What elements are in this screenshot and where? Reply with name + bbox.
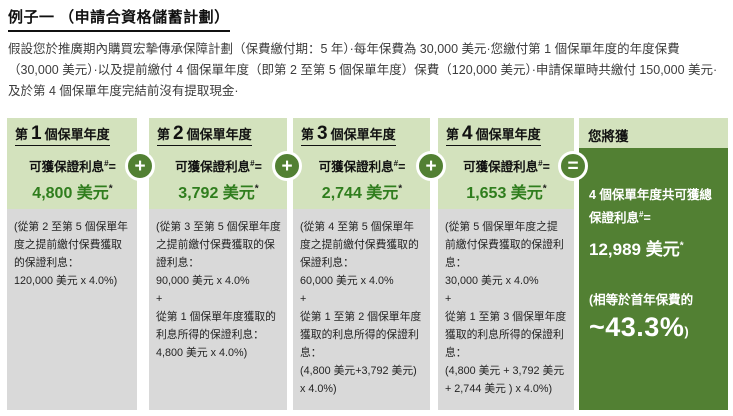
- policy-year-3-box: 第 3 個保單年度 可獲保證利息#= 2,744 美元* (從第 4 至第 5 個保…: [293, 118, 430, 410]
- result-header: 您將獲: [579, 118, 728, 148]
- guaranteed-interest-label: 可獲保證利息#=: [318, 158, 406, 174]
- policy-year-2-summary: 第 2 個保單年度 可獲保證利息#= 3,792 美元*: [149, 118, 287, 209]
- calculation-detail: (從第 5 個保單年度之提前繳付保費獲取的保證利息： 30,000 美元 x 4.…: [438, 209, 574, 410]
- policy-year-4-summary: 第 4 個保單年度 可獲保證利息#= 1,653 美元*: [438, 118, 574, 209]
- policy-year-3-title: 第 3 個保單年度: [301, 123, 396, 146]
- policy-year-1-summary: 第 1 個保單年度 可獲保證利息#= 4,800 美元*: [7, 118, 137, 209]
- plus-icon: +: [125, 151, 155, 181]
- intro-paragraph: 假設您於推廣期內購買宏摯傳承保障計劃（保費繳付期：5 年）·每年保費為 30,0…: [8, 42, 718, 98]
- result-percentage: ~43.3%): [589, 312, 690, 343]
- plus-icon: +: [416, 151, 446, 181]
- interest-amount: 2,744 美元*: [321, 183, 403, 202]
- guaranteed-interest-label: 可獲保證利息#=: [463, 158, 550, 174]
- interest-amount: 1,653 美元*: [466, 183, 547, 202]
- result-body: 4 個保單年度共可獲總保證利息#= 12,989 美元* (相等於首年保費的 ~…: [579, 148, 728, 410]
- guaranteed-interest-label: 可獲保證利息#=: [175, 158, 262, 174]
- policy-year-2-box: 第 2 個保單年度 可獲保證利息#= 3,792 美元* (從第 3 至第 5 個保…: [149, 118, 287, 410]
- interest-amount: 4,800 美元*: [32, 183, 113, 202]
- policy-year-1-box: 第 1 個保單年度 可獲保證利息#= 4,800 美元* (從第 2 至第 5 個保…: [7, 118, 137, 410]
- total-interest-label: 4 個保單年度共可獲總保證利息#=: [589, 188, 712, 226]
- plus-icon: +: [272, 151, 302, 181]
- interest-amount: 3,792 美元*: [178, 183, 259, 202]
- policy-year-3-summary: 第 3 個保單年度 可獲保證利息#= 2,744 美元*: [293, 118, 430, 209]
- guaranteed-interest-label: 可獲保證利息#=: [29, 158, 116, 174]
- calculation-detail: (從第 3 至第 5 個保單年度之提前繳付保費獲取的保證利息： 90,000 美元…: [149, 209, 287, 410]
- total-interest-amount: 12,989 美元*: [589, 240, 684, 260]
- policy-year-1-title: 第 1 個保單年度: [15, 123, 110, 146]
- policy-year-2-title: 第 2 個保單年度: [157, 123, 252, 146]
- calculation-detail: (從第 2 至第 5 個保單年度之提前繳付保費獲取的保證利息： 120,000 美…: [7, 209, 137, 410]
- policy-year-4-title: 第 4 個保單年度: [446, 123, 541, 146]
- calculation-detail: (從第 4 至第 5 個保單年度之提前繳付保費獲取的保證利息： 60,000 美元…: [293, 209, 430, 410]
- example-title: 例子一 （申請合資格儲蓄計劃）: [8, 6, 230, 32]
- result-note: (相等於首年保費的: [589, 293, 694, 308]
- result-box: 您將獲 4 個保單年度共可獲總保證利息#= 12,989 美元* (相等於首年保…: [579, 118, 728, 410]
- policy-year-4-box: 第 4 個保單年度 可獲保證利息#= 1,653 美元* (從第 5 個保單年度之提…: [438, 118, 574, 410]
- equals-icon: =: [558, 151, 588, 181]
